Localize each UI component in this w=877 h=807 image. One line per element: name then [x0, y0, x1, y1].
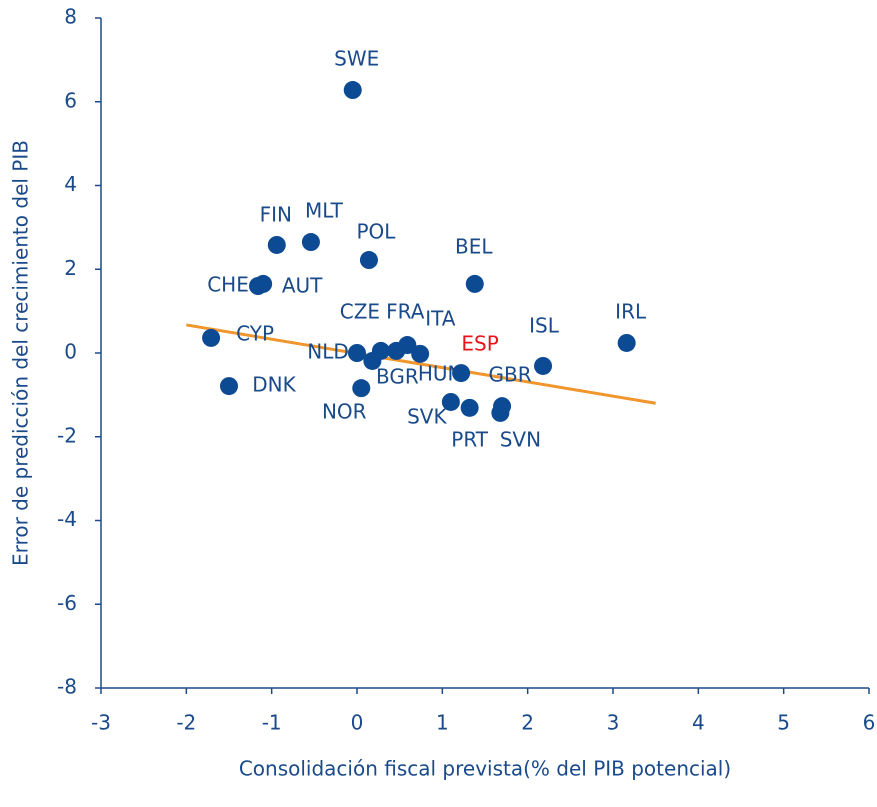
y-tick-label: 4	[64, 172, 77, 196]
point-label: SVN	[500, 427, 541, 451]
x-axis-label: Consolidación fiscal prevista(% del PIB …	[239, 757, 731, 781]
point-label: IRL	[615, 299, 647, 323]
x-tick-label: 2	[521, 711, 534, 735]
point-label: AUT	[282, 273, 323, 297]
point-label: BGR	[376, 364, 419, 388]
point	[534, 356, 553, 375]
x-tick-label: -1	[262, 711, 282, 735]
point-label: ISL	[529, 313, 560, 337]
point-label: ITA	[425, 307, 456, 331]
x-tick-label: 6	[863, 711, 876, 735]
y-tick-label: -2	[57, 423, 77, 447]
point-label: SWE	[334, 47, 379, 71]
point	[220, 377, 238, 396]
point	[491, 403, 510, 422]
y-tick-label: 6	[64, 88, 77, 112]
x-tick-label: 3	[607, 711, 620, 735]
point	[411, 344, 430, 363]
point-label: FRA	[386, 299, 425, 323]
point-label: PRT	[451, 427, 489, 451]
point	[348, 344, 366, 362]
point-label: CHE	[207, 273, 249, 297]
y-tick-label: 0	[64, 340, 77, 364]
point	[441, 392, 460, 411]
point-label: GBR	[489, 363, 532, 387]
point	[352, 379, 371, 398]
x-tick-label: -3	[91, 711, 111, 735]
point-label: ESP	[461, 332, 498, 356]
point-label: CYP	[236, 321, 274, 345]
point	[202, 328, 221, 347]
y-tick-label: -6	[57, 591, 77, 615]
point	[343, 81, 362, 100]
trend-line	[186, 323, 656, 405]
y-tick-label: 2	[64, 256, 77, 280]
point	[465, 274, 484, 293]
y-axis-label: Error de predicción del crecimiento del …	[9, 140, 33, 566]
point-label: FIN	[260, 202, 292, 226]
point-label: SVK	[407, 404, 447, 428]
y-tick-label: 8	[64, 5, 77, 29]
point	[363, 351, 382, 370]
x-tick-label: 0	[351, 711, 364, 735]
point-label: NLD	[307, 340, 349, 364]
x-tick-label: 1	[436, 711, 449, 735]
x-tick-label: 4	[692, 711, 705, 735]
point	[254, 274, 273, 293]
point-label: DNK	[252, 373, 296, 397]
point-label: CZE	[340, 299, 380, 323]
y-tick-label: -4	[57, 507, 77, 531]
point	[301, 233, 320, 252]
y-tick-label: -8	[57, 675, 77, 699]
point-label: MLT	[305, 199, 344, 223]
point	[460, 398, 479, 417]
x-tick-label: -2	[176, 711, 196, 735]
point-label: POL	[356, 220, 396, 244]
point	[267, 235, 286, 254]
point	[359, 251, 378, 270]
x-tick-label: 5	[777, 711, 790, 735]
point-label: NOR	[322, 400, 367, 424]
point-label: BEL	[455, 234, 493, 258]
point	[617, 333, 636, 352]
point	[398, 336, 417, 355]
point	[452, 364, 471, 383]
